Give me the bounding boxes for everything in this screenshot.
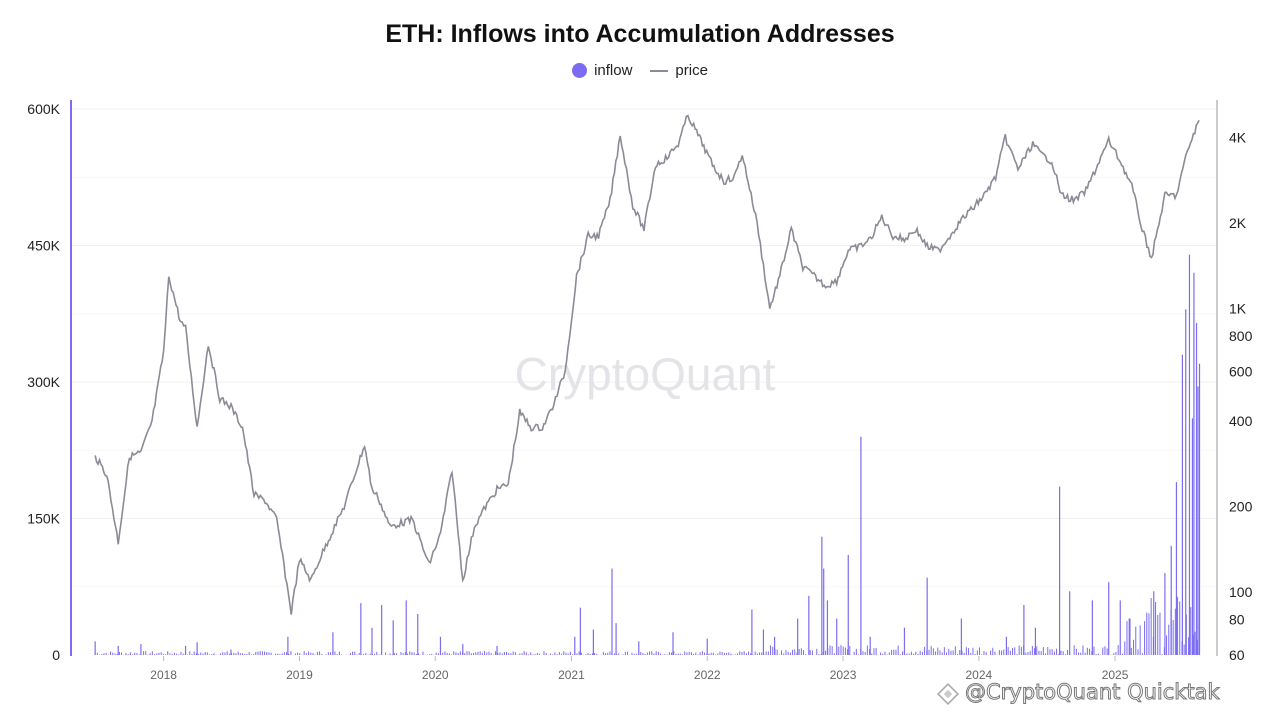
y-right-tick-label: 80: [1229, 612, 1245, 628]
y-left-tick-label: 450K: [27, 238, 60, 254]
y-left-tick-label: 300K: [27, 374, 60, 390]
y-right-ticks: 60 80 100 200 400 600 800 1K 2K 4K: [1229, 129, 1253, 663]
chart-title: ETH: Inflows into Accumulation Addresses: [385, 20, 895, 48]
y-right-tick-label: 800: [1229, 328, 1253, 344]
y-right-tick-label: 100: [1229, 584, 1253, 600]
x-tick-label: 2020: [422, 668, 449, 682]
y-left-tick-label: 600K: [27, 101, 60, 117]
price-line: [94, 114, 1200, 615]
legend-label-price: price: [675, 62, 708, 79]
y-right-tick-label: 2K: [1229, 215, 1247, 231]
inflow-bars: [94, 254, 1201, 655]
legend-item-price[interactable]: price: [650, 62, 708, 79]
gridlines: [71, 108, 1217, 588]
legend-label-inflow: inflow: [594, 62, 633, 79]
x-tick-label: 2018: [150, 668, 177, 682]
legend-item-inflow[interactable]: inflow: [572, 62, 632, 79]
credit-text: @CryptoQuant Quicktak: [965, 680, 1221, 705]
y-right-tick-label: 60: [1229, 647, 1245, 663]
legend: inflow price: [0, 62, 1280, 79]
watermark: CryptoQuant: [515, 348, 776, 400]
y-right-tick-label: 1K: [1229, 300, 1247, 316]
legend-line-icon: [650, 69, 669, 72]
x-tick-label: 2025: [1102, 668, 1129, 682]
x-tick-label: 2021: [558, 668, 585, 682]
y-right-tick-label: 4K: [1229, 129, 1247, 145]
x-tick-label: 2022: [694, 668, 721, 682]
y-left-tick-label: 150K: [27, 511, 60, 527]
x-tick-label: 2019: [286, 668, 313, 682]
legend-dot-icon: [572, 63, 588, 78]
x-axis-ticks: 2018 2019 2020 2021 2022 2023 2024 2025: [150, 656, 1129, 682]
y-right-tick-label: 600: [1229, 363, 1253, 379]
y-right-tick-label: 400: [1229, 413, 1253, 429]
cryptoquant-logo-icon: [937, 683, 959, 705]
x-tick-label: 2023: [830, 668, 857, 682]
y-left-ticks: 0 150K 300K 450K 600K: [27, 101, 60, 663]
x-tick-label: 2024: [966, 668, 993, 682]
y-left-tick-label: 0: [52, 647, 60, 663]
y-right-tick-label: 200: [1229, 499, 1253, 515]
